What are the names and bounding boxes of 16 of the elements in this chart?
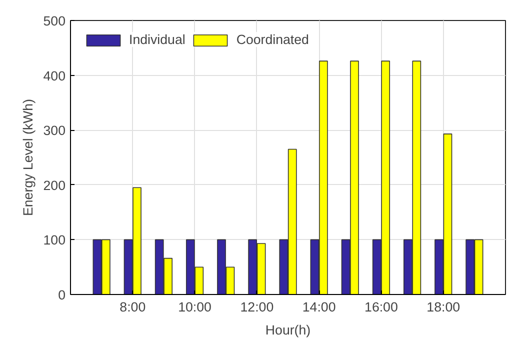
x-tick-label: 14:00	[302, 300, 336, 314]
y-tick-label: 0	[58, 288, 66, 302]
y-tick-label: 400	[43, 68, 66, 84]
y-tick-label: 100	[43, 232, 66, 248]
x-tick-label: 16:00	[364, 300, 398, 314]
y-axis-title: Energy Level (kWh)	[20, 98, 36, 216]
x-tick-label: 12:00	[240, 300, 274, 314]
y-tick-label: 300	[43, 123, 66, 138]
x-tick-label: 18:00	[426, 300, 460, 314]
legend-label: Individual	[129, 32, 186, 47]
y-tick-label: 500	[43, 14, 66, 28]
x-tick-label: 10:00	[178, 300, 212, 314]
x-axis-title: Hour(h)	[265, 322, 311, 338]
legend-label: Coordinated	[236, 32, 309, 47]
x-tick-label: 8:00	[120, 300, 146, 314]
y-tick-label: 200	[43, 178, 66, 193]
